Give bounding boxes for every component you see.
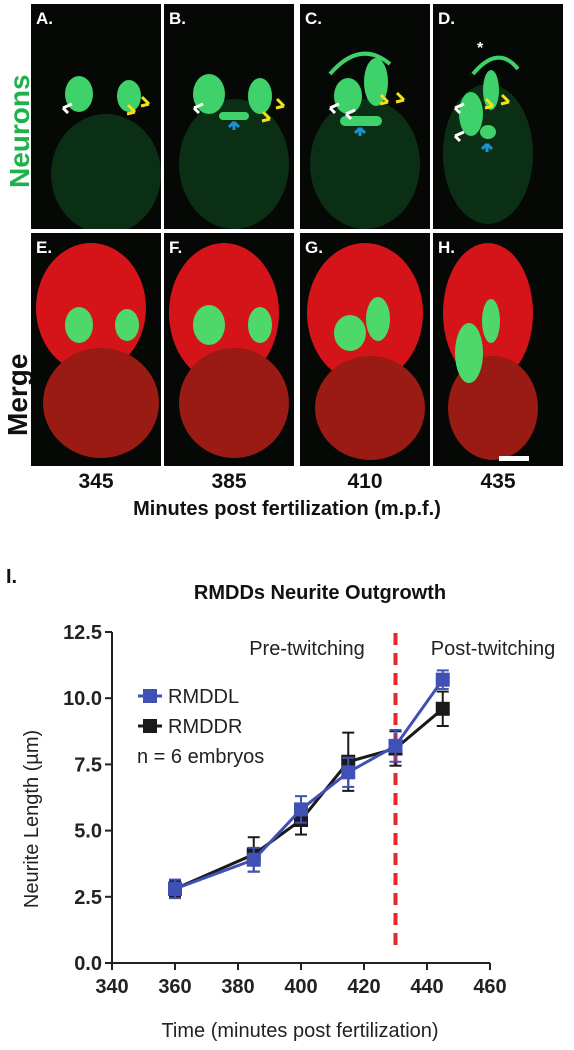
panel-label-F: F. <box>169 238 183 257</box>
panel-F-image <box>169 243 289 458</box>
x-axis-label: Time (minutes post fertilization) <box>161 1020 438 1042</box>
legend-label-rmddr: RMDDR <box>168 716 242 738</box>
panel-label-H: H. <box>438 238 455 257</box>
panel-label-A: A. <box>36 9 53 28</box>
panel-label-G: G. <box>305 238 323 257</box>
y-axis-label: Neurite Length (µm) <box>21 730 43 908</box>
x-tick-label: 420 <box>347 976 380 998</box>
panel-A-image <box>51 76 161 229</box>
legend-label-rmddl: RMDDL <box>168 686 239 708</box>
panel-G-image <box>307 243 425 460</box>
y-tick-label: 2.5 <box>74 887 102 909</box>
data-point-rmddl <box>168 881 182 896</box>
region-label-pre: Pre-twitching <box>249 638 365 660</box>
x-tick-label: 440 <box>410 976 443 998</box>
panel-label-D: D. <box>438 9 455 28</box>
panel-C: C. <box>300 4 430 229</box>
chart-title: RMDDs Neurite Outgrowth <box>194 582 446 604</box>
panel-label-E: E. <box>36 238 53 257</box>
y-tick-label: 5.0 <box>74 821 102 843</box>
timepoint-410: 410 <box>347 470 383 493</box>
panel-G: G. <box>300 233 430 466</box>
data-point-rmddl <box>341 765 356 780</box>
y-tick-label: 7.5 <box>74 754 102 776</box>
data-point-rmddl <box>294 802 308 817</box>
legend-marker-rmddl <box>143 689 157 703</box>
panel-A: A. <box>31 4 161 229</box>
region-label-post: Post-twitching <box>431 638 556 660</box>
x-tick-label: 380 <box>221 976 254 998</box>
n-annotation: n = 6 embryos <box>137 746 264 768</box>
timepoint-435: 435 <box>480 470 516 493</box>
panel-H-image <box>443 243 538 460</box>
y-tick-label: 0.0 <box>74 953 102 975</box>
data-point-rmddr <box>435 701 450 716</box>
x-tick-label: 400 <box>284 976 317 998</box>
panel-D-image <box>443 55 533 224</box>
panel-label-I: I. <box>6 566 18 588</box>
data-point-rmddl <box>246 852 261 867</box>
panel-B-image <box>179 74 289 229</box>
panel-label-C: C. <box>305 9 322 28</box>
timepoint-axis-title: Minutes post fertilization (m.p.f.) <box>133 498 441 520</box>
panel-E: E. <box>31 233 161 466</box>
panel-C-image <box>310 51 420 229</box>
legend-marker-rmddr <box>143 719 157 733</box>
timepoint-345: 345 <box>78 470 114 493</box>
data-point-rmddl <box>388 738 403 753</box>
panel-D: D. * <box>433 4 563 229</box>
panel-F: F. <box>164 233 294 466</box>
panel-E-image <box>36 243 159 458</box>
panel-label-B: B. <box>169 9 186 28</box>
series-line-rmddl <box>174 678 444 891</box>
panel-H: H. <box>433 233 563 466</box>
row-label-merge: Merge <box>2 353 33 436</box>
x-tick-label: 340 <box>95 976 128 998</box>
neurite-outgrowth-chart: RMDDs Neurite Outgrowth Neurite Length (… <box>21 582 556 1042</box>
x-tick-label: 360 <box>158 976 191 998</box>
scale-bar <box>499 456 529 461</box>
asterisk-label: * <box>477 40 484 57</box>
y-tick-label: 10.0 <box>63 688 102 710</box>
panel-B: B. <box>164 4 294 229</box>
data-point-rmddl <box>435 672 450 687</box>
x-tick-label: 460 <box>473 976 506 998</box>
y-tick-label: 12.5 <box>63 622 102 644</box>
timepoint-385: 385 <box>211 470 247 493</box>
